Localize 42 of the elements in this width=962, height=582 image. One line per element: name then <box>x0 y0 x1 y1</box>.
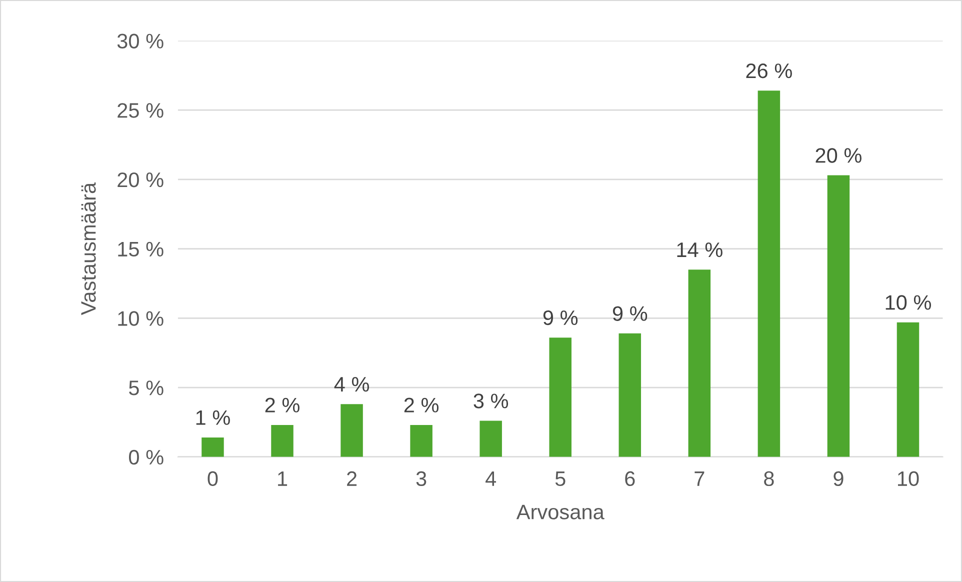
x-tick-label: 10 <box>898 471 919 486</box>
bar <box>202 437 224 457</box>
bar <box>410 424 432 457</box>
bar <box>827 175 850 457</box>
y-axis-title: Vastausmäärä <box>81 182 96 316</box>
x-axis-title: Arvosana <box>516 504 604 520</box>
x-tick-label: 1 <box>278 472 288 486</box>
data-label: 9 % <box>543 310 578 326</box>
data-label: 26 % <box>746 63 792 78</box>
bar <box>271 424 294 457</box>
y-tick-label: 15 % <box>118 242 164 257</box>
x-tick-label: 6 <box>625 471 635 486</box>
y-tick-label: 20 % <box>118 172 164 188</box>
y-tick-label: 5 % <box>129 380 164 396</box>
data-label: 2 % <box>265 398 300 412</box>
x-tick-label: 3 <box>416 471 426 486</box>
y-tick-label: 30 % <box>117 34 164 48</box>
bar <box>549 338 572 457</box>
data-label: 14 % <box>677 242 722 258</box>
data-label: 9 % <box>612 306 648 321</box>
y-tick-label: 10 % <box>118 311 164 326</box>
x-tick-label: 7 <box>694 472 704 486</box>
x-tick-label: 0 <box>208 471 218 486</box>
x-tick-label: 8 <box>764 471 774 486</box>
data-label: 4 % <box>334 377 369 392</box>
data-label: 10 % <box>886 295 931 310</box>
data-label: 1 % <box>196 410 230 425</box>
y-tick-label: 0 % <box>128 450 164 465</box>
data-label: 2 % <box>404 398 439 412</box>
bar <box>618 333 642 457</box>
data-label: 3 % <box>474 394 508 408</box>
bar <box>896 322 920 457</box>
x-tick-label: 5 <box>555 472 566 486</box>
bar <box>340 404 363 457</box>
x-tick-label: 9 <box>834 471 844 486</box>
bar <box>480 420 502 457</box>
bar <box>758 90 780 457</box>
x-tick-label: 4 <box>486 472 496 486</box>
data-label: 20 % <box>816 148 862 163</box>
y-tick-label: 25 % <box>118 103 164 118</box>
x-tick-label: 2 <box>347 471 357 486</box>
bar <box>688 270 711 457</box>
